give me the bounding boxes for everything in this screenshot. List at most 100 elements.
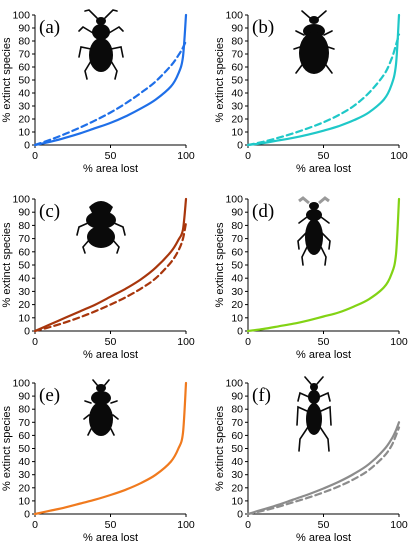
beetle-leg bbox=[76, 222, 89, 236]
x-axis-label: % area lost bbox=[83, 163, 138, 175]
beetle-head bbox=[310, 383, 318, 391]
y-tick-label: 90 bbox=[18, 391, 30, 403]
y-tick-label: 90 bbox=[18, 23, 30, 35]
beetle-leg bbox=[78, 25, 94, 34]
y-tick-label: 20 bbox=[231, 482, 243, 494]
panel-label: (d) bbox=[252, 201, 274, 222]
y-tick-label: 40 bbox=[231, 456, 243, 468]
y-tick-label: 50 bbox=[231, 443, 243, 455]
y-tick-label: 30 bbox=[231, 286, 243, 298]
beetle-leg bbox=[108, 25, 124, 34]
beetle-leg bbox=[298, 216, 308, 224]
y-tick-label: 60 bbox=[231, 430, 243, 442]
series-solid-line bbox=[246, 13, 401, 147]
series-solid-line bbox=[33, 197, 188, 333]
beetle-leg bbox=[320, 405, 332, 426]
y-tick-label: 70 bbox=[18, 417, 30, 429]
y-tick-label: 30 bbox=[18, 469, 30, 481]
y-tick-label: 40 bbox=[231, 273, 243, 285]
x-tick-label: 50 bbox=[318, 519, 330, 531]
beetle-head bbox=[96, 17, 106, 25]
y-tick-label: 20 bbox=[18, 299, 30, 311]
x-axis-label: % area lost bbox=[296, 349, 351, 361]
dung-beetle-icon bbox=[76, 201, 126, 254]
beetle-thorax bbox=[306, 209, 322, 221]
series-solid-line bbox=[246, 421, 401, 516]
beetle-thorax bbox=[91, 391, 111, 405]
x-tick-label: 100 bbox=[177, 336, 195, 348]
panel-label: (a) bbox=[39, 17, 60, 38]
y-tick-label: 0 bbox=[24, 326, 30, 338]
y-tick-label: 80 bbox=[18, 220, 30, 232]
x-tick-label: 0 bbox=[245, 336, 251, 348]
beetle-leg bbox=[295, 64, 303, 74]
beetle-leg bbox=[112, 414, 119, 420]
series-dashed-line bbox=[246, 426, 401, 516]
y-tick-label: 80 bbox=[18, 36, 30, 48]
panel-label: (b) bbox=[252, 17, 274, 38]
beetle-leg bbox=[82, 238, 91, 254]
y-tick-label: 0 bbox=[237, 326, 243, 338]
y-tick-label: 0 bbox=[237, 509, 243, 521]
y-tick-label: 20 bbox=[18, 482, 30, 494]
y-tick-label: 20 bbox=[18, 114, 30, 126]
y-tick-label: 80 bbox=[231, 404, 243, 416]
y-axis-label: % extinct species bbox=[1, 37, 13, 122]
beetle-body bbox=[89, 402, 113, 436]
y-tick-label: 50 bbox=[231, 260, 243, 272]
beetle-leg bbox=[110, 60, 118, 80]
y-tick-label: 40 bbox=[231, 88, 243, 100]
y-tick-label: 90 bbox=[231, 391, 243, 403]
y-tick-label: 70 bbox=[231, 417, 243, 429]
x-tick-label: 50 bbox=[318, 150, 330, 162]
beetle-leg bbox=[296, 405, 308, 426]
x-axis-label: % area lost bbox=[296, 163, 351, 175]
y-tick-label: 90 bbox=[231, 207, 243, 219]
y-tick-label: 60 bbox=[231, 246, 243, 258]
x-tick-label: 100 bbox=[390, 336, 408, 348]
y-tick-label: 0 bbox=[24, 140, 30, 152]
antenna bbox=[92, 379, 110, 387]
leggy-beetle-icon bbox=[296, 376, 332, 452]
x-tick-label: 50 bbox=[318, 336, 330, 348]
y-tick-label: 80 bbox=[231, 220, 243, 232]
y-tick-label: 60 bbox=[18, 246, 30, 258]
y-axis-label: % extinct species bbox=[1, 406, 13, 491]
beetle-leg bbox=[327, 46, 335, 50]
y-axis-label: % extinct species bbox=[1, 222, 13, 307]
y-tick-label: 70 bbox=[231, 233, 243, 245]
y-tick-label: 100 bbox=[12, 10, 30, 22]
beetle-leg bbox=[78, 46, 92, 58]
x-tick-label: 0 bbox=[32, 336, 38, 348]
beetle-leg bbox=[293, 46, 301, 50]
y-tick-label: 50 bbox=[231, 75, 243, 87]
beetle-leg bbox=[83, 414, 90, 420]
y-tick-label: 100 bbox=[12, 378, 30, 390]
ground-beetle-icon bbox=[78, 9, 124, 80]
long-beetle-icon bbox=[297, 196, 331, 266]
oval-beetle-icon bbox=[293, 10, 335, 74]
y-tick-label: 0 bbox=[237, 140, 243, 152]
y-tick-label: 60 bbox=[18, 430, 30, 442]
beetle-body bbox=[89, 38, 113, 72]
x-tick-label: 0 bbox=[32, 150, 38, 162]
y-tick-label: 30 bbox=[231, 469, 243, 481]
beetle-leg bbox=[295, 30, 305, 36]
y-axis-label: % extinct species bbox=[214, 222, 226, 307]
y-tick-label: 10 bbox=[231, 312, 243, 324]
y-tick-label: 20 bbox=[231, 299, 243, 311]
beetle-thorax bbox=[92, 24, 110, 40]
beetle-body bbox=[306, 403, 322, 435]
y-tick-label: 90 bbox=[231, 23, 243, 35]
beetle-thorax bbox=[308, 390, 320, 404]
y-tick-label: 10 bbox=[18, 127, 30, 139]
beetle-leg bbox=[87, 428, 92, 436]
beetle-leg bbox=[298, 426, 309, 452]
series-solid-line bbox=[33, 13, 188, 147]
y-tick-label: 30 bbox=[18, 286, 30, 298]
y-tick-label: 50 bbox=[18, 75, 30, 87]
